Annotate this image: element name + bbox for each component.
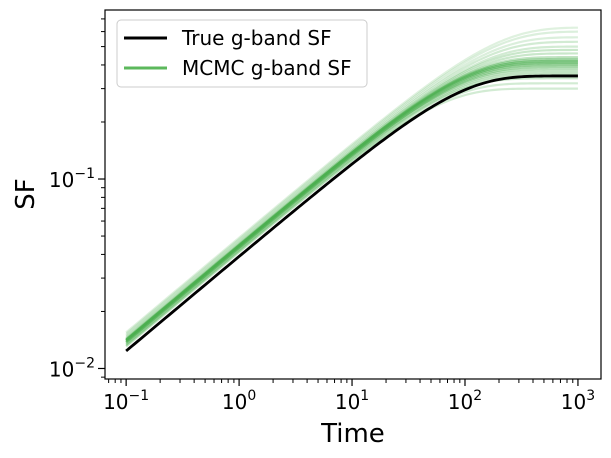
x-tick-label-3: 102: [448, 388, 482, 414]
y-tick-label-0: 10−2: [49, 355, 95, 381]
y-axis-ticks: 10−2 10−1: [49, 18, 105, 381]
true-curve-group: [125, 74, 578, 353]
mcmc-curve-17: [125, 36, 578, 337]
mcmc-curve-14: [125, 48, 578, 340]
legend-label-true: True g-band SF: [181, 26, 332, 50]
plot-frame: [104, 9, 602, 380]
y-axis-label: SF: [11, 178, 41, 209]
legend-box: [116, 19, 368, 88]
mcmc-curves: [125, 26, 578, 348]
mcmc-curve-11: [125, 57, 578, 341]
x-tick-label-4: 103: [561, 388, 595, 414]
mcmc-curve-0: [125, 87, 578, 347]
x-tick-label-2: 101: [335, 388, 369, 414]
x-tick-label-0: 10−1: [103, 388, 149, 414]
x-axis-label: Time: [320, 419, 385, 449]
y-tick-label-1: 10−1: [49, 166, 95, 192]
mcmc-curve-16: [125, 40, 578, 338]
true-curve-line: [125, 74, 578, 353]
mcmc-curve-13: [125, 52, 578, 341]
mcmc-curve-19: [125, 26, 578, 334]
mcmc-curve-12: [125, 56, 578, 341]
mcmc-curve-15: [125, 45, 578, 340]
mcmc-curve-1: [125, 82, 578, 348]
legend: True g-band SF MCMC g-band SF: [116, 19, 368, 88]
x-axis-ticks: 10−1 100 101 102 103: [103, 379, 595, 414]
x-tick-label-1: 100: [222, 388, 256, 414]
mcmc-curve-18: [125, 30, 578, 335]
legend-label-mcmc: MCMC g-band SF: [182, 56, 352, 80]
